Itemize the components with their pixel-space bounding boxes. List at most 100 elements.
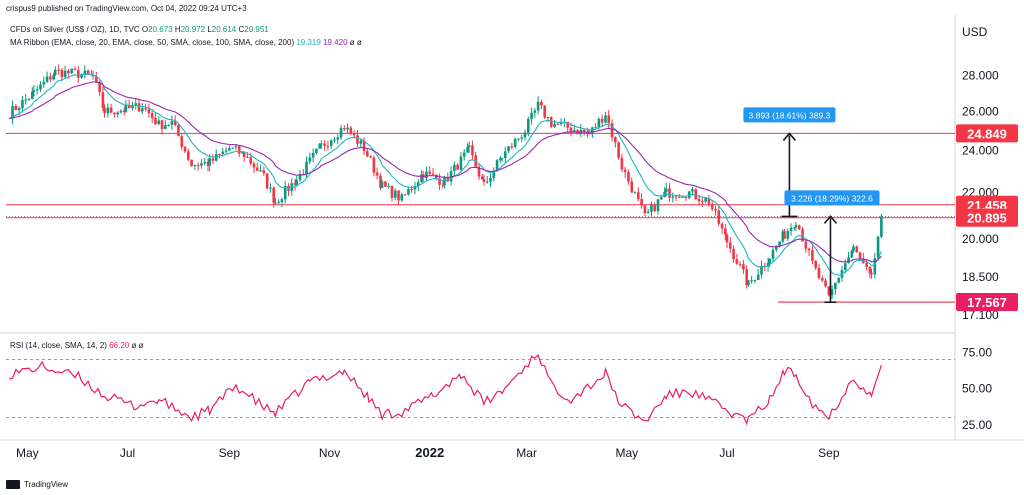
candle-body <box>242 151 246 158</box>
candle-body <box>495 160 499 171</box>
candle-body <box>633 192 637 194</box>
candle-body <box>546 116 550 118</box>
candle-body <box>228 148 231 151</box>
ema50-line <box>9 81 882 263</box>
publisher-line: crispus9 published on TradingView.com, O… <box>6 4 247 13</box>
candle-body <box>164 125 167 129</box>
rsi-label: RSI (14, close, SMA, 14, 2) <box>10 341 107 350</box>
candle-body <box>526 119 530 133</box>
candle-body <box>446 177 450 182</box>
ohlc-open: 20.673 <box>148 25 173 34</box>
candle-body <box>449 171 453 182</box>
candle-body <box>687 191 691 198</box>
candle-body <box>86 70 90 74</box>
candle-body <box>850 250 854 258</box>
candle-body <box>459 156 463 170</box>
candle-body <box>293 183 297 186</box>
candle-body <box>283 185 287 200</box>
ohlc-low-label: L <box>207 25 212 34</box>
candle-body <box>724 228 727 235</box>
candle-body <box>349 127 353 134</box>
candle-body <box>637 192 640 200</box>
rsi-value-3: ø <box>138 341 144 350</box>
price-tick-label: 17.100 <box>962 308 999 322</box>
candle-body <box>783 231 786 239</box>
candle-body <box>237 146 241 154</box>
candle-body <box>24 99 28 101</box>
candle-body <box>280 199 284 202</box>
time-tick-label: May <box>16 446 39 460</box>
candle-body <box>852 246 855 251</box>
candle-body <box>431 173 435 175</box>
candle-body <box>277 201 280 203</box>
candle-body <box>660 197 663 200</box>
candle-body <box>646 211 650 214</box>
candle-body <box>63 70 67 78</box>
candle-body <box>187 151 190 160</box>
candle-body <box>11 106 14 119</box>
candles-group <box>11 64 883 300</box>
candle-body <box>57 69 60 71</box>
candle-body <box>190 159 193 167</box>
candle-body <box>362 140 366 152</box>
candle-body <box>116 112 119 115</box>
candle-body <box>513 139 517 147</box>
candle-body <box>375 172 379 176</box>
candle-body <box>326 145 330 147</box>
candle-body <box>834 282 837 290</box>
candle-body <box>45 76 49 82</box>
candle-body <box>443 177 446 186</box>
candle-body <box>811 250 814 261</box>
price-level-badge-label: 20.895 <box>967 211 1007 226</box>
candle-body <box>27 98 31 100</box>
candle-body <box>265 173 269 189</box>
rsi-tick-label: 50.00 <box>962 382 992 396</box>
candle-body <box>794 225 798 228</box>
candle-body <box>249 157 253 164</box>
price-level-badge <box>956 293 1018 312</box>
candle-body <box>735 259 739 264</box>
candle-body <box>870 272 873 275</box>
candle-body <box>485 181 489 183</box>
candle-body <box>193 165 197 167</box>
candle-body <box>586 132 589 134</box>
candle-body <box>438 178 441 185</box>
candle-body <box>873 258 877 275</box>
candle-body <box>441 184 445 186</box>
candle-body <box>241 151 244 154</box>
price-level-badge-label: 17.567 <box>967 295 1007 310</box>
candle-body <box>333 139 336 141</box>
candle-body <box>234 146 238 148</box>
candle-body <box>820 278 824 281</box>
candle-body <box>868 266 872 273</box>
candle-body <box>466 147 469 153</box>
candle-body <box>701 201 704 203</box>
candle-body <box>827 286 831 296</box>
candle-body <box>865 262 868 267</box>
candle-body <box>858 252 862 259</box>
rsi-tick-label: 25.00 <box>962 418 992 432</box>
candle-body <box>738 263 742 265</box>
candle-body <box>771 249 775 259</box>
candle-body <box>211 158 215 161</box>
candle-body <box>147 108 151 114</box>
candle-body <box>49 76 52 80</box>
candle-body <box>416 182 420 187</box>
candle-body <box>725 234 729 243</box>
time-tick-label: Jul <box>719 446 734 460</box>
measure-label-box <box>743 107 836 123</box>
candle-body <box>434 174 438 179</box>
candle-body <box>587 133 591 135</box>
candle-body <box>203 161 207 164</box>
candle-body <box>298 173 302 181</box>
price-level-badge <box>956 124 1018 143</box>
candle-body <box>520 137 524 139</box>
candle-body <box>710 204 714 210</box>
candle-body <box>113 112 116 115</box>
candle-body <box>352 133 356 136</box>
candle-body <box>30 91 34 99</box>
candle-body <box>656 199 660 212</box>
candle-body <box>154 117 157 125</box>
candle-body <box>407 189 410 195</box>
